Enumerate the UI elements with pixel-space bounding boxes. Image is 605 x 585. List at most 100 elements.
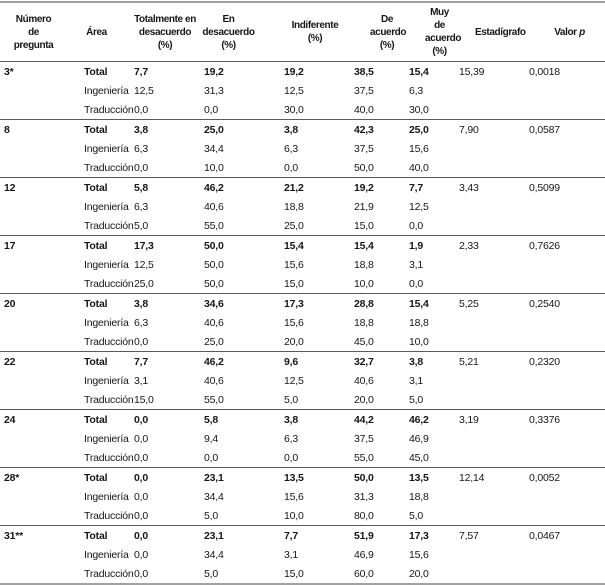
p-value	[525, 313, 605, 332]
percentage-value: 0,0	[134, 161, 148, 174]
percentage-value: 34,6	[200, 293, 280, 313]
p-value	[525, 332, 605, 352]
statistic-value: 15,39	[455, 61, 525, 81]
percentage-value: 0,0	[134, 103, 148, 116]
statistic-value	[455, 487, 525, 506]
question-number: 22	[0, 351, 80, 371]
statistic-value	[455, 564, 525, 585]
p-value: 0,0587	[525, 119, 605, 139]
p-value	[525, 158, 605, 178]
question-number: 24	[0, 409, 80, 429]
question-number	[0, 564, 80, 585]
percentage-value: 0,0	[284, 451, 298, 464]
p-value	[525, 100, 605, 120]
area-label: Ingeniería	[84, 200, 129, 213]
percentage-value: 31,3	[354, 490, 374, 503]
percentage-value: 46,2	[405, 409, 455, 429]
percentage-value: 20,0	[405, 564, 455, 585]
table-row: Ingeniería 0,0 34,4 3,1 46,9 15,6	[0, 545, 605, 564]
p-value: 0,0018	[525, 61, 605, 81]
statistic-value: 3,43	[455, 177, 525, 197]
question-number	[0, 81, 80, 100]
percentage-value: 34,4	[204, 548, 224, 561]
table-body: 3* Total 7,7 19,2 19,2 38,5 15,4 15,39 0,0018 Ing…	[0, 61, 605, 585]
table-row: 8 Total 3,8 25,0 3,8 42,3 25,0 7,90 0,0587	[0, 119, 605, 139]
statistic-value	[455, 448, 525, 468]
percentage-value: 15,4	[405, 293, 455, 313]
statistic-value	[455, 390, 525, 410]
statistic-value	[455, 158, 525, 178]
table-row: Ingeniería 3,1 40,6 12,5 40,6 3,1	[0, 371, 605, 390]
percentage-value: 51,9	[350, 525, 405, 545]
percentage-value: 5,8	[200, 409, 280, 429]
percentage-value: 46,2	[200, 177, 280, 197]
percentage-value: 30,0	[284, 103, 304, 116]
percentage-value: 18,8	[354, 258, 374, 271]
question-number	[0, 139, 80, 158]
percentage-value: 37,5	[354, 84, 374, 97]
table-row: 20 Total 3,8 34,6 17,3 28,8 15,4 5,25 0,2540	[0, 293, 605, 313]
percentage-value: 46,9	[409, 432, 429, 445]
question-number	[0, 448, 80, 468]
table-row: Traducción 0,0 25,0 20,0 45,0 10,0	[0, 332, 605, 352]
p-value	[525, 216, 605, 236]
p-value	[525, 487, 605, 506]
statistic-value	[455, 545, 525, 564]
percentage-value: 46,9	[354, 548, 374, 561]
p-value: 0,0052	[525, 467, 605, 487]
percentage-value: 46,2	[200, 351, 280, 371]
percentage-value: 0,0	[130, 525, 200, 545]
percentage-value: 0,0	[134, 509, 148, 522]
percentage-value: 17,3	[280, 293, 350, 313]
percentage-value: 15,0	[280, 564, 350, 585]
question-number: 8	[0, 119, 80, 139]
area-label: Traducción	[84, 393, 134, 406]
percentage-value: 40,6	[354, 374, 374, 387]
header-de-acuerdo: De acuerdo (%)	[350, 1, 407, 62]
percentage-value: 0,0	[284, 161, 298, 174]
table-row: Traducción 0,0 5,0 10,0 80,0 5,0	[0, 506, 605, 526]
percentage-value: 3,8	[280, 409, 350, 429]
percentage-value: 50,0	[204, 258, 224, 271]
statistic-value: 7,57	[455, 525, 525, 545]
percentage-value: 19,2	[200, 61, 280, 81]
percentage-value: 5,0	[284, 393, 298, 406]
area-label: Ingeniería	[84, 142, 129, 155]
percentage-value: 0,0	[130, 467, 200, 487]
percentage-value: 55,0	[354, 451, 374, 464]
header-numero-pregunta: Número de pregunta	[0, 1, 80, 62]
percentage-value: 0,0	[134, 490, 148, 503]
question-number	[0, 390, 80, 410]
p-value	[525, 390, 605, 410]
header-en-desacuerdo: En desacuerdo (%)	[200, 1, 280, 62]
area-label: Traducción	[80, 564, 134, 585]
percentage-value: 0,0	[134, 548, 148, 561]
percentage-value: 3,8	[405, 351, 455, 371]
percentage-value: 15,6	[409, 142, 429, 155]
percentage-value: 15,6	[284, 316, 304, 329]
percentage-value: 50,0	[200, 235, 280, 255]
question-number	[0, 197, 80, 216]
percentage-value: 21,9	[354, 200, 374, 213]
percentage-value: 55,0	[204, 393, 224, 406]
percentage-value: 15,0	[284, 277, 304, 290]
question-number: 20	[0, 293, 80, 313]
percentage-value: 10,0	[284, 509, 304, 522]
percentage-value: 40,6	[204, 200, 224, 213]
table-header-row: Número de pregunta Área Totalmente en de…	[0, 1, 605, 62]
table-row: Ingeniería 6,3 34,4 6,3 37,5 15,6	[0, 139, 605, 158]
question-number	[0, 313, 80, 332]
p-value	[525, 506, 605, 526]
table-row: Traducción 0,0 5,0 15,0 60,0 20,0	[0, 564, 605, 585]
percentage-value: 34,4	[204, 490, 224, 503]
percentage-value: 40,0	[354, 103, 374, 116]
percentage-value: 3,1	[409, 258, 423, 271]
percentage-value: 3,1	[284, 548, 298, 561]
percentage-value: 5,0	[409, 393, 423, 406]
table-row: Ingeniería 6,3 40,6 15,6 18,8 18,8	[0, 313, 605, 332]
percentage-value: 42,3	[350, 119, 405, 139]
percentage-value: 19,2	[350, 177, 405, 197]
table-row: Traducción 25,0 50,0 15,0 10,0 0,0	[0, 274, 605, 294]
statistic-value: 12,14	[455, 467, 525, 487]
statistic-value	[455, 274, 525, 294]
